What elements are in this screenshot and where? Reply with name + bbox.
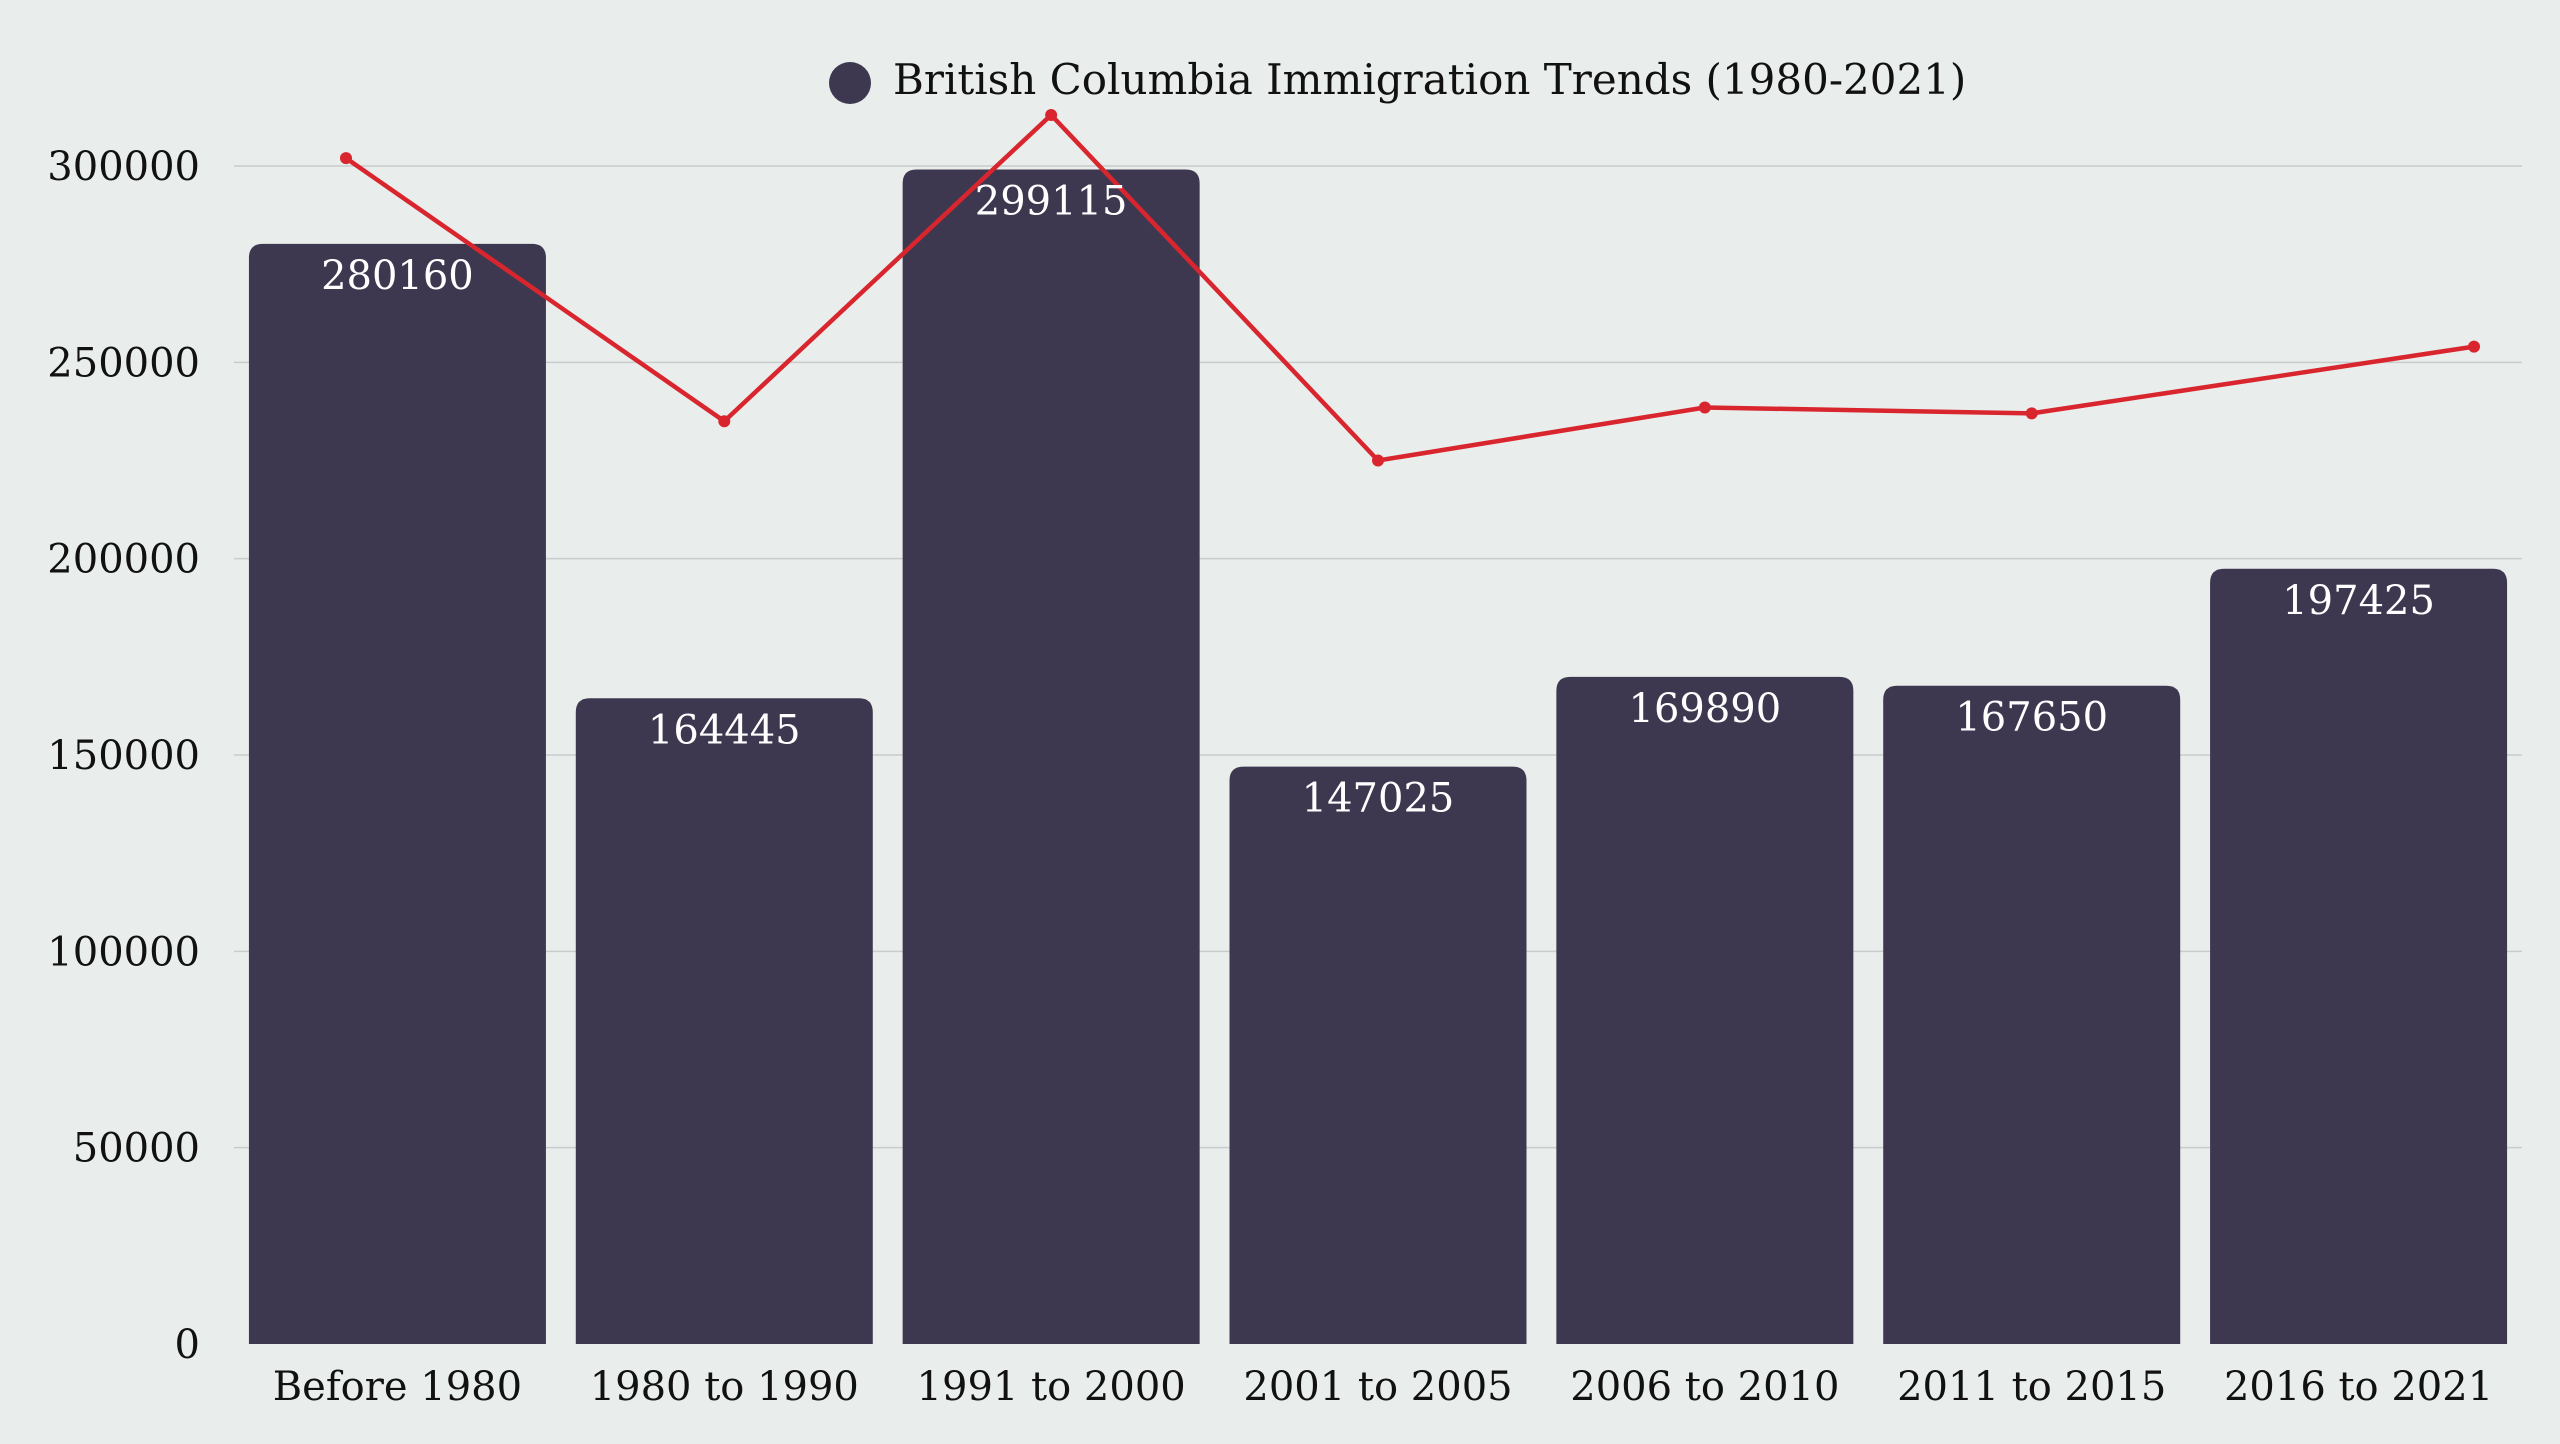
line-point — [2468, 340, 2480, 353]
line-series — [340, 108, 2480, 467]
y-tick-label: 200000 — [47, 537, 200, 583]
bar-value-label: 147025 — [1302, 776, 1455, 822]
bar-value-label: 280160 — [321, 253, 474, 299]
x-tick-label: Before 1980 — [273, 1364, 522, 1410]
y-tick-label: 100000 — [47, 929, 200, 975]
bar — [1556, 676, 1854, 1344]
x-tick-label: 2011 to 2015 — [1897, 1364, 2166, 1410]
legend[interactable]: British Columbia Immigration Trends (198… — [829, 55, 1966, 104]
y-tick-label: 0 — [175, 1322, 200, 1368]
line-point — [340, 152, 352, 165]
bars — [248, 169, 2508, 1345]
y-axis: 0 50000 100000 150000 200000 250000 300000 — [47, 144, 200, 1368]
x-tick-label: 1991 to 2000 — [917, 1364, 1186, 1410]
x-tick-label: 1980 to 1990 — [590, 1364, 859, 1410]
line-point — [1372, 454, 1384, 467]
y-tick-label: 300000 — [47, 144, 200, 190]
bar — [902, 169, 1200, 1344]
x-tick-label: 2006 to 2010 — [1570, 1364, 1839, 1410]
series-line — [344, 112, 2475, 463]
line-point — [1045, 108, 1058, 121]
bar — [575, 698, 873, 1344]
line-point — [718, 415, 731, 428]
line-point — [1698, 401, 1711, 414]
x-tick-label: 2001 to 2005 — [1243, 1364, 1512, 1410]
bar-value-label: 299115 — [975, 178, 1128, 224]
bar — [248, 243, 546, 1345]
y-tick-label: 50000 — [73, 1126, 200, 1172]
bar-labels: 280160 164445 299115 147025 169890 167650 1974… — [321, 178, 2435, 821]
bar — [1229, 766, 1527, 1344]
y-tick-label: 150000 — [47, 733, 200, 779]
bar — [1883, 685, 2181, 1344]
bar-value-label: 169890 — [1629, 686, 1782, 732]
x-axis: Before 1980 1980 to 1990 1991 to 2000 2001 … — [273, 1364, 2493, 1410]
bar-value-label: 197425 — [2282, 578, 2435, 624]
y-tick-label: 250000 — [47, 340, 200, 386]
line-point — [2025, 407, 2038, 420]
bar-value-label: 164445 — [648, 707, 801, 753]
legend-marker — [829, 62, 871, 104]
bar-value-label: 167650 — [1955, 695, 2108, 741]
x-tick-label: 2016 to 2021 — [2224, 1364, 2493, 1410]
legend-label: British Columbia Immigration Trends (198… — [893, 55, 1966, 104]
bar — [2210, 568, 2508, 1344]
